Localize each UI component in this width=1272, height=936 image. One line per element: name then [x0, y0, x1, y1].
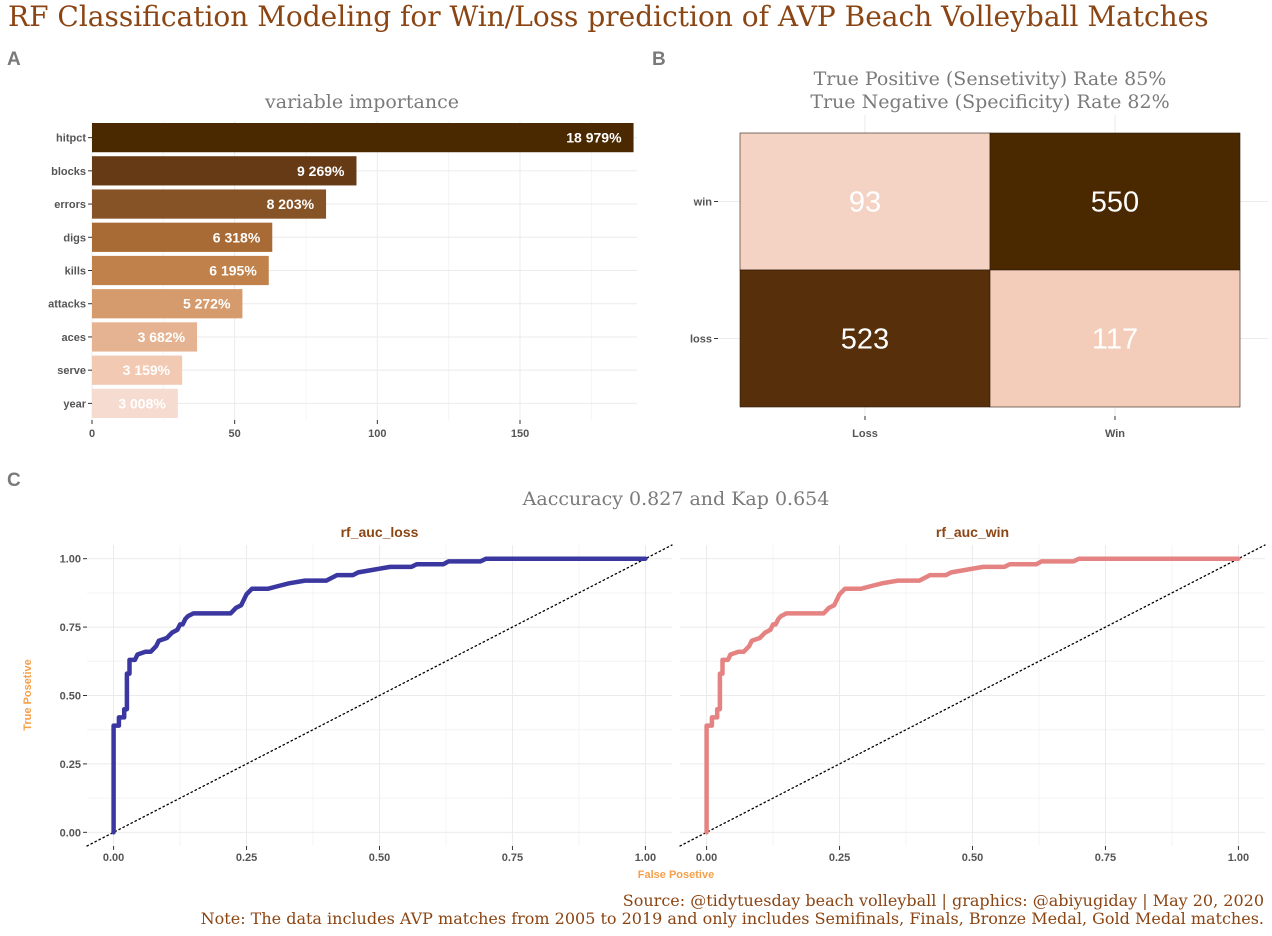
x-tick-label: 0: [89, 428, 95, 440]
roc-y-axis-title: True Posetive: [22, 659, 34, 731]
x-tick-label: 0.00: [696, 852, 717, 864]
bar-label-aces: 3 682%: [138, 329, 186, 345]
y-tick-label: 0.50: [60, 691, 81, 703]
cell-value-loss-Loss: 523: [841, 324, 889, 356]
y-tick-label-kills: kills: [65, 266, 86, 278]
x-tick-label: 1.00: [1228, 852, 1249, 864]
bar-label-kills: 6 195%: [209, 263, 257, 279]
note-caption: Note: The data includes AVP matches from…: [200, 909, 1264, 928]
variable-importance-panel: variable importance 18 979% hitpct 9 269% b…: [48, 91, 637, 440]
x-tick-label: 0.75: [502, 852, 523, 864]
x-tick-label: 0.25: [829, 852, 850, 864]
roc-panel: Aaccuracy 0.827 and Kap 0.654 False Pose…: [22, 488, 1266, 881]
bar-year: [92, 388, 178, 419]
roc-curve-rf_auc_win: [704, 556, 1241, 835]
bar-label-errors: 8 203%: [267, 196, 315, 212]
confusion-title-line-1: True Positive (Sensetivity) Rate 85%: [814, 68, 1167, 90]
x-tick-label-Loss: Loss: [852, 428, 878, 440]
y-tick-label-attacks: attacks: [48, 299, 86, 311]
bar-attacks: [92, 289, 243, 319]
bar-label-year: 3 008%: [118, 395, 166, 411]
bar-digs: [92, 222, 273, 252]
roc-facet-rf_auc_win: rf_auc_win 0.00 0.25 0.50 0.75 1.00: [679, 524, 1266, 864]
y-tick-label-errors: errors: [54, 199, 86, 211]
y-tick-label: 0.00: [60, 827, 81, 839]
roc-curve-rf_auc_loss: [111, 556, 648, 835]
variable-importance-title: variable importance: [264, 91, 459, 113]
facet-title-rf_auc_loss: rf_auc_loss: [341, 524, 419, 540]
y-tick-label: 1.00: [60, 554, 81, 566]
x-tick-label: 0.25: [236, 852, 257, 864]
y-tick-label-hitpct: hitpct: [56, 133, 86, 145]
bar-label-serve: 3 159%: [123, 362, 171, 378]
cell-value-loss-Win: 117: [1092, 324, 1138, 356]
y-tick-label-loss: loss: [690, 334, 712, 346]
y-tick-label-blocks: blocks: [51, 166, 86, 178]
y-tick-label-year: year: [63, 398, 86, 410]
bar-kills: [92, 255, 269, 286]
y-tick-label-serve: serve: [57, 365, 86, 377]
bar-label-hitpct: 18 979%: [566, 130, 622, 146]
chance-diagonal: [86, 544, 673, 847]
bar-errors: [92, 189, 327, 219]
chance-diagonal: [679, 544, 1266, 847]
roc-facet-rf_auc_loss: rf_auc_loss 0.00 0.25 0.50 0.75 1.00 0.00 0.25 0…: [60, 524, 673, 864]
cell-loss-Loss: [739, 269, 991, 408]
bar-aces: [92, 322, 198, 352]
roc-title: Aaccuracy 0.827 and Kap 0.654: [522, 488, 830, 510]
bar-label-blocks: 9 269%: [297, 163, 345, 179]
y-tick-label: 0.25: [60, 759, 81, 771]
y-tick-label-aces: aces: [62, 332, 86, 344]
main-title: RF Classification Modeling for Win/Loss …: [8, 0, 1209, 33]
y-tick-label-digs: digs: [63, 232, 86, 244]
x-tick-label: 0.50: [962, 852, 983, 864]
x-tick-label: 0.50: [369, 852, 390, 864]
cell-loss-Win: [989, 269, 1241, 408]
bar-label-digs: 6 318%: [213, 229, 261, 245]
roc-x-axis-title: False Posetive: [638, 869, 714, 881]
confusion-matrix-panel: True Positive (Sensetivity) Rate 85% Tru…: [690, 68, 1268, 440]
bar-hitpct: [92, 122, 634, 153]
bar-label-attacks: 5 272%: [183, 296, 231, 312]
cell-value-win-Win: 550: [1091, 187, 1139, 219]
x-tick-label: 150: [511, 428, 529, 440]
bar-blocks: [92, 156, 357, 186]
x-tick-label: 0.00: [103, 852, 124, 864]
y-tick-label-win: win: [693, 197, 713, 209]
source-caption: Source: @tidytuesday beach volleyball | …: [622, 891, 1264, 910]
y-tick-label: 0.75: [60, 622, 81, 634]
x-tick-label: 50: [229, 428, 241, 440]
x-tick-label: 1.00: [635, 852, 656, 864]
confusion-title-line-2: True Negative (Specificity) Rate 82%: [810, 91, 1169, 113]
panel-letter-c: C: [7, 470, 21, 491]
panel-letter-a: A: [7, 49, 21, 70]
x-tick-label: 100: [368, 428, 386, 440]
x-tick-label: 0.75: [1095, 852, 1116, 864]
panel-letter-b: B: [652, 49, 666, 70]
cell-value-win-Loss: 93: [849, 187, 881, 219]
x-tick-label-Win: Win: [1105, 428, 1125, 440]
facet-title-rf_auc_win: rf_auc_win: [936, 524, 1009, 540]
bar-serve: [92, 355, 183, 385]
